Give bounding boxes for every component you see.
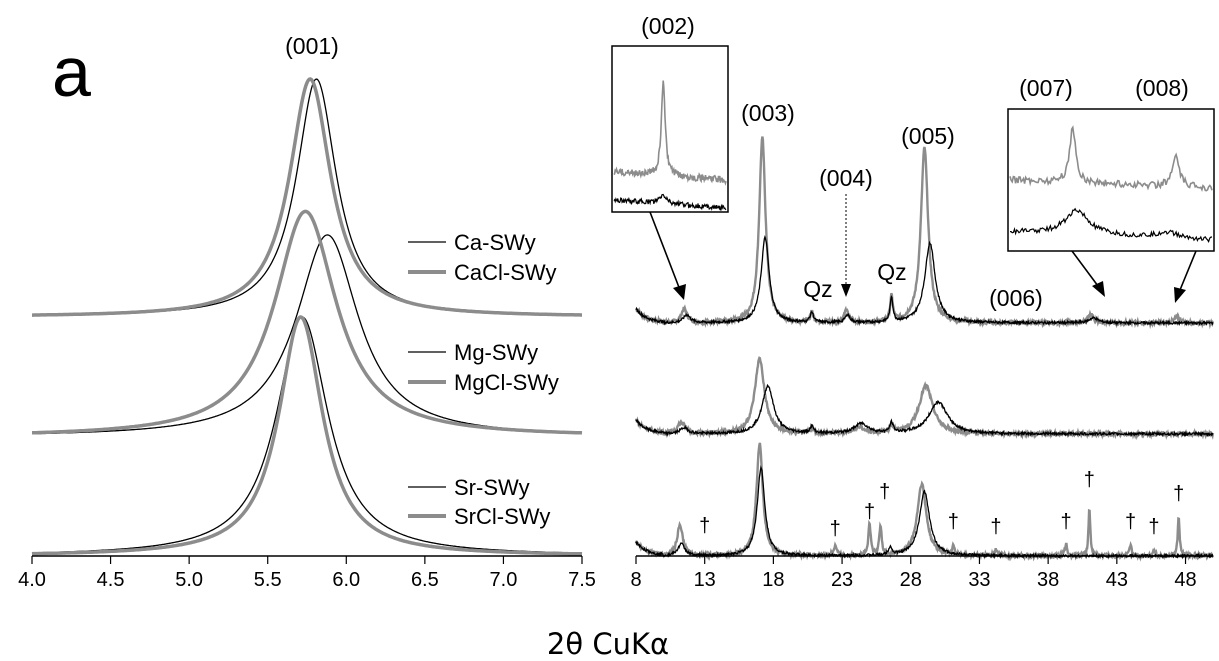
legend-item: Sr-SWy (408, 475, 530, 500)
pattern-chloride-1 (634, 356, 1215, 441)
label-008: (008) (1135, 75, 1189, 101)
impurity-markers: † †††† † ††† †† (699, 469, 1184, 540)
x-tick-label: 43 (1106, 569, 1128, 591)
x-tick-label: 13 (694, 569, 716, 591)
x-tick-label: 8 (630, 569, 641, 591)
x-tick-label: 6.5 (411, 569, 439, 591)
x-tick-label: 5.0 (175, 569, 203, 591)
x-tick-label: 4.0 (18, 569, 46, 591)
label-qz-2: Qz (877, 259, 906, 285)
inset-007-arrowhead-1 (1092, 281, 1105, 297)
legend-item: Ca-SWy (408, 230, 536, 255)
x-tick-label: 33 (968, 569, 990, 591)
impurity-dagger: † (830, 518, 841, 540)
inset-002-curves (613, 80, 727, 211)
impurity-dagger: † (990, 516, 1001, 538)
legend: Ca-SWy CaCl-SWy Mg-SWy MgCl-SWy Sr-SWy S… (408, 230, 559, 529)
left-panel-001-peak: 4.0 4.5 5.0 5.5 6.0 6.5 7.0 7.5 (001) (18, 33, 596, 591)
left-x-ticks: 4.0 4.5 5.0 5.5 6.0 6.5 7.0 7.5 (18, 556, 596, 591)
curve-SrCl-SWy (31, 315, 583, 556)
legend-label: SrCl-SWy (454, 504, 550, 529)
impurity-dagger: † (1060, 511, 1071, 533)
x-tick-label: 28 (900, 569, 922, 591)
legend-item: Mg-SWy (408, 340, 538, 365)
x-tick-label: 7.0 (490, 569, 518, 591)
curve-CaCl-SWy (32, 77, 582, 317)
x-tick-label: 6.0 (332, 569, 360, 591)
inset-002-arrowhead (673, 284, 686, 300)
legend-label: CaCl-SWy (454, 260, 556, 285)
x-tick-label: 23 (831, 569, 853, 591)
legend-label: Sr-SWy (454, 475, 530, 500)
x-tick-label: 5.5 (254, 569, 282, 591)
label-001: (001) (285, 33, 339, 59)
pattern-chloride-2 (634, 442, 1214, 562)
impurity-dagger: † (1173, 483, 1184, 505)
impurity-dagger: † (1125, 511, 1136, 533)
inset-002: (002) (611, 13, 729, 300)
x-tick-label: 38 (1037, 569, 1059, 591)
arrowhead-004 (841, 284, 851, 297)
curve-Sr-SWy (32, 316, 582, 554)
x-tick-label: 48 (1174, 569, 1196, 591)
inset-trace-gray (613, 80, 727, 186)
legend-item: SrCl-SWy (408, 504, 550, 529)
legend-item: MgCl-SWy (408, 370, 559, 395)
label-006: (006) (989, 285, 1043, 311)
label-qz-1: Qz (803, 276, 832, 302)
panel-label: a (52, 33, 91, 111)
inset-trace-black (613, 193, 727, 211)
label-005: (005) (901, 123, 955, 149)
inset-002-frame (611, 45, 729, 213)
inset-002-arrow (649, 211, 681, 291)
pattern-untreated-1 (635, 383, 1214, 438)
impurity-dagger: † (879, 481, 890, 503)
right-panel-full-pattern: 8 13 18 23 28 33 38 43 48 (003) (004) Qz (005) Q… (611, 13, 1215, 591)
label-002: (002) (641, 13, 695, 39)
legend-label: Ca-SWy (454, 230, 536, 255)
right-x-ticks: 8 13 18 23 28 33 38 43 48 (630, 556, 1197, 591)
x-tick-label: 18 (762, 569, 784, 591)
legend-label: Mg-SWy (454, 340, 538, 365)
legend-label: MgCl-SWy (454, 370, 559, 395)
x-axis-title: 2θ CuKα (547, 627, 669, 661)
impurity-dagger: † (699, 515, 710, 537)
inset-007-arrow-2 (1179, 250, 1197, 291)
x-tick-label: 4.5 (97, 569, 125, 591)
label-007: (007) (1019, 75, 1073, 101)
inset-trace-black (1010, 207, 1213, 244)
impurity-dagger: † (1148, 516, 1159, 538)
pattern-untreated-0 (635, 234, 1214, 327)
x-tick-label: 7.5 (568, 569, 596, 591)
inset-007-008: (007) (008) (1007, 75, 1215, 303)
legend-item: CaCl-SWy (408, 260, 556, 285)
inset-007-arrowhead-2 (1174, 287, 1186, 303)
label-003: (003) (741, 100, 795, 126)
impurity-dagger: † (864, 501, 875, 523)
label-004: (004) (819, 165, 873, 191)
inset-trace-gray (1009, 125, 1213, 193)
impurity-dagger: † (1084, 469, 1095, 491)
left-curves (31, 77, 583, 556)
curve-MgCl-SWy (32, 209, 583, 435)
impurity-dagger: † (948, 511, 959, 533)
inset-007-arrow-1 (1071, 250, 1099, 287)
inset-007-curves (1009, 125, 1213, 244)
